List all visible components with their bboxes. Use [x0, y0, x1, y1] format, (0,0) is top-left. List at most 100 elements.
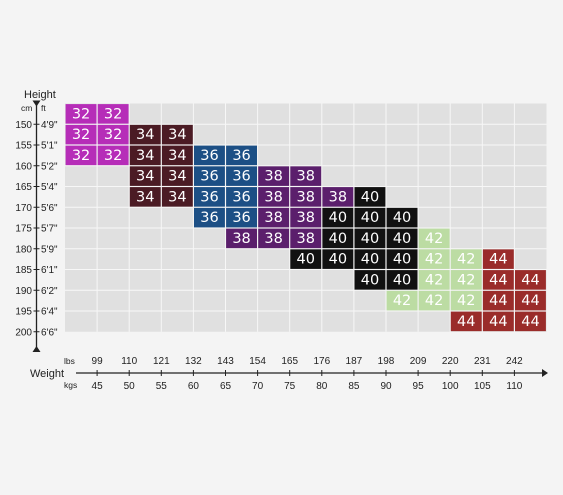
y-tick-label-cm: 185 — [15, 265, 32, 276]
size-cell-label: 44 — [521, 314, 539, 330]
size-cells: 32 32 32 32 34 34 32 32 34 34 36 36 34 34 36 36 38 38 34 34… — [65, 104, 546, 332]
size-cell-label: 44 — [521, 272, 539, 288]
size-cell — [194, 207, 225, 228]
y-tick-label-cm: 170 — [15, 203, 32, 214]
size-cell — [97, 104, 129, 124]
size-cell-label: 40 — [361, 189, 379, 205]
size-cell-label: 32 — [72, 148, 90, 164]
y-tick-label-ft: 5'2" — [41, 161, 58, 172]
y-tick-label-cm: 150 — [15, 120, 32, 131]
size-cell — [354, 249, 386, 269]
size-cell-label: 38 — [264, 231, 282, 247]
size-cell-label: 40 — [329, 252, 347, 268]
x-tick-label-kgs: 80 — [316, 381, 328, 392]
x-tick-label-lbs: 176 — [313, 356, 330, 367]
size-cell-label: 42 — [425, 293, 443, 309]
size-cell — [354, 270, 386, 290]
x-tick-label-lbs: 198 — [378, 356, 395, 367]
size-cell-label: 40 — [361, 210, 379, 226]
size-cell — [97, 145, 129, 166]
x-tick-label-lbs: 187 — [346, 356, 363, 367]
x-axis-title: Weight — [30, 368, 64, 380]
size-cell-label: 42 — [457, 252, 475, 268]
y-tick-label-cm: 195 — [15, 307, 32, 318]
size-cell-label: 38 — [264, 189, 282, 205]
y-tick-label-ft: 6'4" — [41, 307, 58, 318]
x-tick-label-kgs: 75 — [284, 381, 296, 392]
size-cell — [418, 249, 450, 269]
size-cell-label: 40 — [297, 252, 315, 268]
size-cell — [515, 290, 546, 311]
size-cell-label: 44 — [457, 314, 475, 330]
x-tick-label-kgs: 105 — [474, 381, 491, 392]
size-cell — [129, 166, 161, 186]
size-cell-label: 42 — [425, 252, 443, 268]
size-cell — [386, 207, 418, 228]
size-cell — [515, 270, 546, 290]
size-cell-label: 38 — [264, 169, 282, 185]
size-cell — [129, 145, 161, 166]
size-cell-label: 32 — [104, 148, 122, 164]
size-cell-label: 34 — [168, 189, 186, 205]
x-tick-label-kgs: 110 — [506, 381, 522, 392]
size-cell-label: 32 — [104, 106, 122, 122]
size-cell-label: 38 — [297, 169, 315, 185]
x-unit-lbs: lbs — [64, 356, 75, 366]
size-cell-label: 36 — [232, 169, 250, 185]
x-axis-arrow-right — [542, 369, 548, 377]
size-cell-label: 42 — [425, 231, 443, 247]
size-cell — [129, 187, 161, 207]
size-cell — [194, 145, 225, 166]
y-tick-label-cm: 180 — [15, 244, 32, 255]
size-cell — [482, 270, 514, 290]
size-cell — [226, 187, 257, 207]
size-cell-label: 32 — [104, 127, 122, 143]
size-cell-label: 38 — [297, 231, 315, 247]
size-cell — [226, 228, 257, 249]
size-cell-label: 40 — [329, 231, 347, 247]
y-unit-ft: ft — [41, 103, 46, 113]
size-cell-label: 34 — [168, 148, 186, 164]
size-cell-label: 42 — [425, 272, 443, 288]
y-axis-title: Height — [24, 89, 56, 101]
size-cell-label: 40 — [393, 272, 411, 288]
x-unit-kgs: kgs — [64, 380, 77, 390]
size-cell — [418, 290, 450, 311]
y-tick-label-cm: 160 — [15, 161, 32, 172]
size-cell — [482, 311, 514, 332]
x-tick-label-lbs: 231 — [474, 356, 491, 367]
y-tick-label-ft: 5'1" — [41, 141, 58, 152]
x-tick-label-lbs: 99 — [92, 356, 104, 367]
x-tick-label-lbs: 165 — [281, 356, 298, 367]
size-cell-label: 40 — [393, 210, 411, 226]
size-cell — [386, 249, 418, 269]
size-cell — [258, 228, 290, 249]
size-cell — [386, 290, 418, 311]
y-axis-arrow-bottom — [32, 346, 41, 352]
x-tick-label-kgs: 60 — [188, 381, 200, 392]
x-tick-label-kgs: 50 — [124, 381, 136, 392]
size-cell — [290, 187, 322, 207]
size-cell — [386, 270, 418, 290]
size-cell — [129, 124, 161, 145]
size-cell — [194, 187, 225, 207]
size-cell-label: 40 — [329, 210, 347, 226]
size-cell — [450, 290, 482, 311]
size-cell-label: 34 — [168, 127, 186, 143]
size-cell — [322, 249, 354, 269]
size-cell — [450, 270, 482, 290]
size-cell-label: 34 — [136, 169, 154, 185]
size-cell — [354, 187, 386, 207]
size-cell — [161, 187, 193, 207]
size-cell-label: 44 — [489, 252, 507, 268]
size-cell — [161, 145, 193, 166]
size-cell-label: 40 — [361, 252, 379, 268]
size-cell-label: 38 — [329, 189, 347, 205]
x-tick-label-kgs: 55 — [156, 381, 168, 392]
size-cell-label: 34 — [136, 148, 154, 164]
size-cell-label: 36 — [232, 189, 250, 205]
x-tick-label-kgs: 95 — [413, 381, 425, 392]
y-tick-label-cm: 155 — [15, 141, 32, 152]
size-cell — [322, 187, 354, 207]
